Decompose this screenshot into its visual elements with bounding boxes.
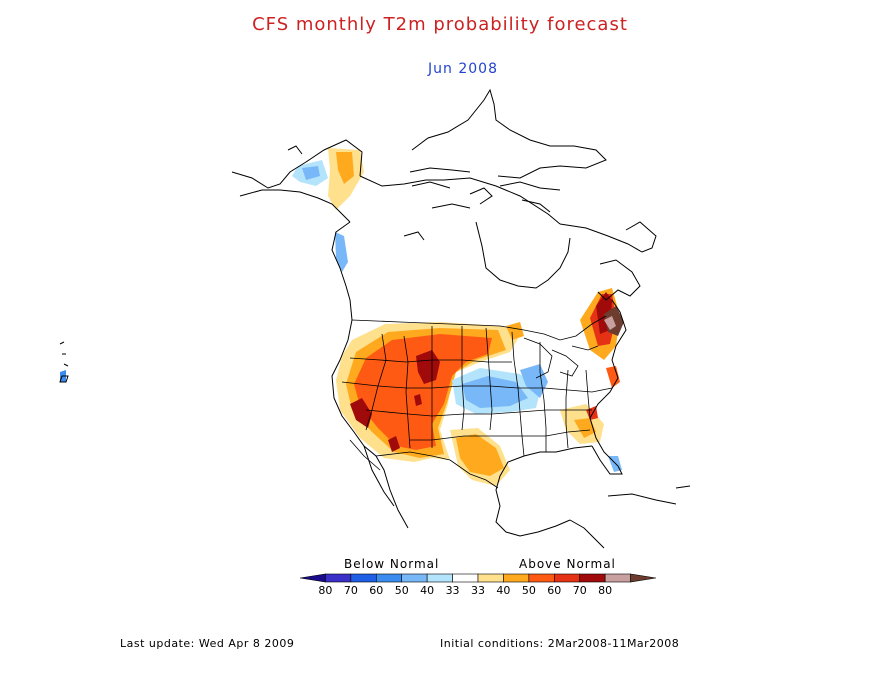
shade-greatlakes-orange <box>506 322 524 340</box>
colorbar-swatch <box>350 573 377 583</box>
colorbar-swatch <box>375 573 403 583</box>
colorbar-swatch <box>401 573 428 583</box>
colorbar-swatch <box>452 573 479 583</box>
colorbar-swatch <box>325 573 352 583</box>
colorbar-swatch <box>553 573 581 583</box>
above-normal-label: Above Normal <box>519 557 616 571</box>
colorbar-tick-label: 40 <box>420 584 434 597</box>
shade-west-darkred-2 <box>350 398 372 428</box>
colorbar-tick-label: 50 <box>395 584 409 597</box>
shade-alaska-above-strong <box>336 152 354 184</box>
arctic-islands <box>403 88 607 241</box>
shade-west-darkred-3 <box>388 436 400 452</box>
colorbar-tick-label: 80 <box>318 584 332 597</box>
initial-conditions-text: Initial conditions: 2Mar2008-11Mar2008 <box>440 637 680 650</box>
shade-southeast-orange <box>574 418 596 438</box>
map-subtitle: Jun 2008 <box>428 61 498 77</box>
shade-west-red <box>354 334 492 450</box>
colorbar-tick-label: 40 <box>496 584 510 597</box>
colorbar-tick-label: 33 <box>471 584 485 597</box>
hawaii-islands <box>59 341 69 383</box>
shade-bc-coast <box>335 232 348 272</box>
colorbar-tick-label: 80 <box>598 584 612 597</box>
shade-midwest-below-2 <box>520 364 548 398</box>
colorbar-tick-label: 70 <box>573 584 587 597</box>
colorbar-swatch <box>477 573 504 583</box>
colorbar-tick-label: 50 <box>522 584 536 597</box>
colorbar-swatch <box>579 573 606 583</box>
map-title: CFS monthly T2m probability forecast <box>252 14 628 35</box>
coastlines <box>231 139 691 549</box>
colorbar-tick-label: 70 <box>344 584 358 597</box>
state-borders <box>341 315 613 489</box>
shade-northeast-pink <box>604 316 616 330</box>
shade-west-darkred-4 <box>414 394 422 406</box>
shade-midwest-below <box>462 376 528 408</box>
colorbar-swatch <box>630 573 657 583</box>
shade-midatlantic <box>606 366 620 388</box>
shade-alaska-below-strong <box>302 166 320 180</box>
colorbar: 80 70 60 50 40 33 33 40 50 60 70 80 <box>300 573 657 597</box>
shade-west-darkred-1 <box>416 350 440 384</box>
last-update-text: Last update: Wed Apr 8 2009 <box>120 637 295 650</box>
colorbar-swatch <box>426 573 453 583</box>
colorbar-tick-label: 60 <box>547 584 561 597</box>
colorbar-swatch <box>503 573 530 583</box>
probability-shading <box>60 148 624 486</box>
below-normal-label: Below Normal <box>344 557 440 571</box>
colorbar-swatch <box>300 573 326 583</box>
colorbar-swatch <box>528 573 555 583</box>
colorbar-tick-label: 60 <box>369 584 383 597</box>
colorbar-tick-label: 33 <box>446 584 460 597</box>
colorbar-swatch <box>604 573 631 583</box>
shade-texas-orange <box>456 434 504 476</box>
